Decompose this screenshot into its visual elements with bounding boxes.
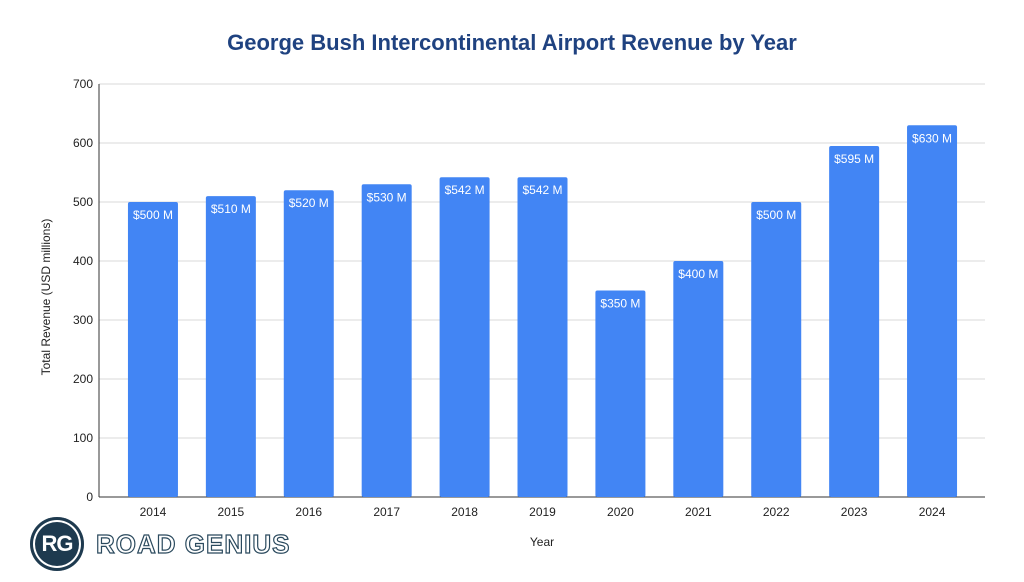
y-axis-label: Total Revenue (USD millions) [39,218,53,376]
x-tick-label: 2021 [685,505,712,519]
data-label: $350 M [600,297,640,311]
bar-2023 [829,145,880,497]
y-tick-label: 300 [73,313,93,327]
y-tick-label: 0 [86,490,93,504]
bar-2019 [517,177,568,497]
data-label: $500 M [756,208,796,222]
x-tick-label: 2022 [763,505,790,519]
x-tick-label: 2017 [373,505,400,519]
bar-2017 [361,184,412,498]
bar-2024 [907,125,958,498]
y-tick-label: 200 [73,372,93,386]
logo-text: ROAD GENIUS [95,528,291,559]
x-tick-label: 2014 [140,505,167,519]
bar-2018 [439,177,490,497]
y-tick-label: 600 [73,136,93,150]
x-tick-label: 2020 [607,505,634,519]
y-tick-label: 700 [73,77,93,91]
x-tick-label: 2016 [295,505,322,519]
x-tick-label: 2023 [841,505,868,519]
bar-2014 [127,202,178,497]
data-label: $530 M [367,190,407,204]
x-tick-label: 2015 [218,505,245,519]
data-label: $630 M [912,131,952,145]
x-tick-label: 2024 [919,505,946,519]
data-label: $510 M [211,202,251,216]
data-label: $400 M [678,267,718,281]
bar-2015 [205,196,256,497]
bar-2021 [673,261,724,497]
bar-2020 [595,290,646,497]
data-label: $520 M [289,196,329,210]
data-label: $542 M [445,183,485,197]
data-label: $595 M [834,152,874,166]
bar-2016 [283,190,334,497]
data-label: $542 M [522,183,562,197]
bar-2022 [751,202,802,497]
y-tick-label: 100 [73,431,93,445]
chart-title: George Bush Intercontinental Airport Rev… [227,30,797,55]
y-tick-label: 500 [73,195,93,209]
y-tick-label: 400 [73,254,93,268]
logo-badge: RG [30,517,84,571]
road-genius-logo: RG ROAD GENIUS [30,517,290,571]
data-label: $500 M [133,208,173,222]
x-tick-label: 2019 [529,505,556,519]
x-tick-label: 2018 [451,505,478,519]
x-axis-label: Year [529,535,555,549]
